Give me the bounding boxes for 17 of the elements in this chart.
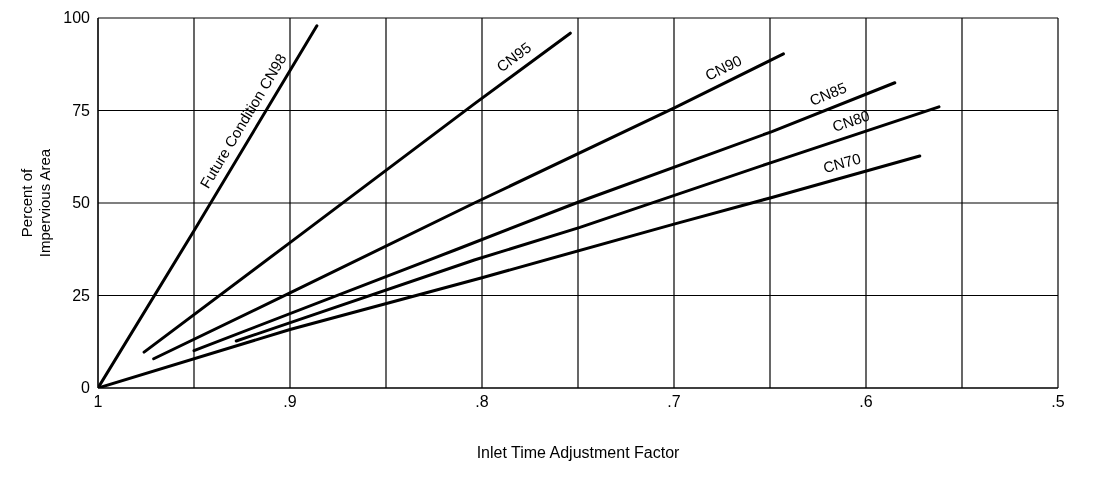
text: CN80 xyxy=(829,106,872,135)
x-tick-label: 1 xyxy=(93,393,103,411)
y-axis-title: Percent of Impervious Area xyxy=(18,148,53,258)
y-tick-label: 0 xyxy=(81,379,91,396)
y-tick-label: 25 xyxy=(72,286,91,304)
x-tick-label: .8 xyxy=(475,393,489,411)
y-tick-label: 100 xyxy=(63,9,91,26)
y-tick-label: 75 xyxy=(72,101,91,119)
text: CN70 xyxy=(821,149,863,177)
x-tick-label: .9 xyxy=(283,393,297,411)
text: CN90 xyxy=(702,51,745,84)
x-axis-title: Inlet Time Adjustment Factor xyxy=(476,444,681,461)
y-tick-label: 50 xyxy=(72,194,91,211)
x-tick-label: .7 xyxy=(667,393,681,411)
x-tick-label: .6 xyxy=(859,393,873,411)
x-tick-label: .5 xyxy=(1051,393,1065,411)
text: CN85 xyxy=(807,78,849,109)
